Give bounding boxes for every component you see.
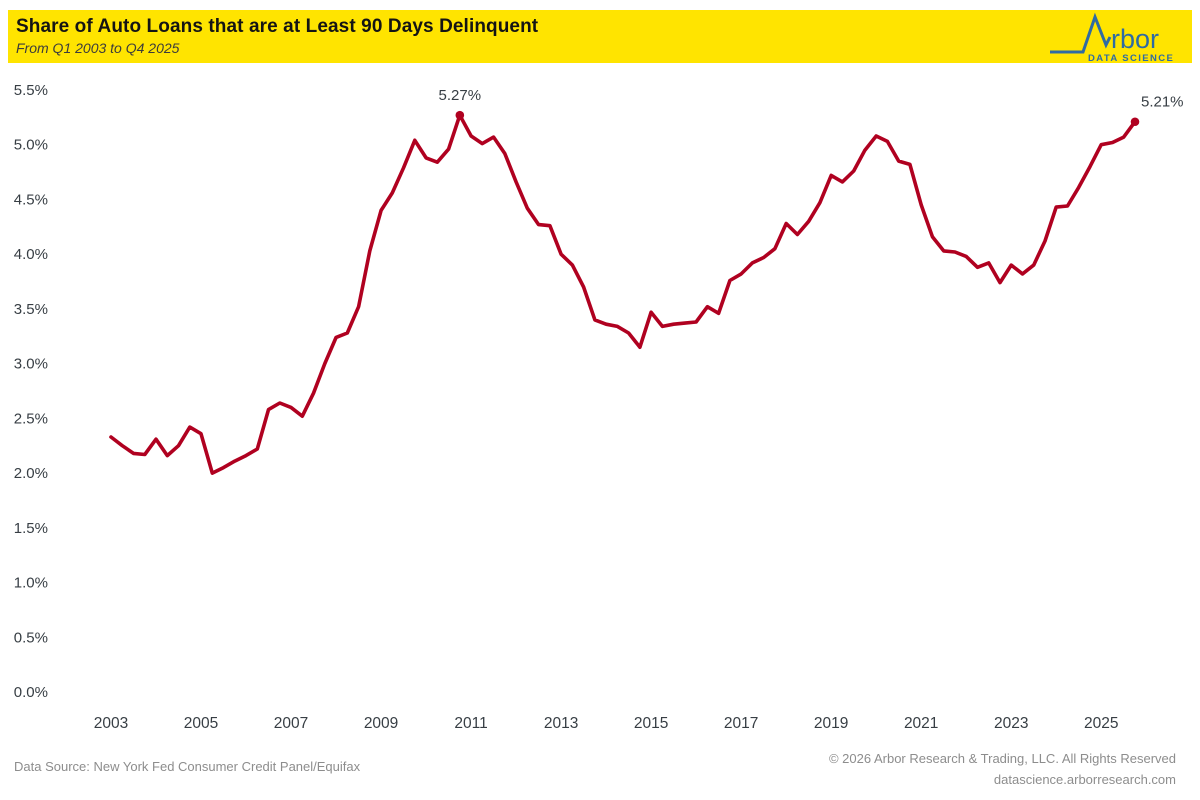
x-axis-tick-label: 2007 bbox=[274, 715, 308, 732]
arbor-logo: rbor DATA SCIENCE bbox=[1050, 12, 1174, 62]
annotation-label: 5.21% bbox=[1141, 94, 1184, 111]
logo-peak-icon bbox=[1050, 12, 1112, 54]
delinquency-line bbox=[109, 113, 1137, 475]
x-axis-tick-label: 2005 bbox=[184, 715, 218, 732]
copyright-note: © 2026 Arbor Research & Trading, LLC. Al… bbox=[828, 751, 1176, 766]
data-point-marker bbox=[455, 110, 465, 120]
x-axis-tick-label: 2009 bbox=[364, 715, 398, 732]
header-band: Share of Auto Loans that are at Least 90… bbox=[8, 10, 1192, 63]
data-point-marker bbox=[1130, 117, 1140, 127]
y-axis-tick-label: 3.5% bbox=[14, 301, 48, 318]
page-subtitle: From Q1 2003 to Q4 2025 bbox=[16, 40, 180, 56]
logo-tagline: DATA SCIENCE bbox=[1088, 53, 1174, 62]
x-axis-tick-label: 2015 bbox=[634, 715, 668, 732]
y-axis-tick-label: 3.0% bbox=[14, 356, 48, 373]
y-axis-tick-label: 0.0% bbox=[14, 684, 48, 701]
y-axis-tick-label: 1.0% bbox=[14, 575, 48, 592]
x-axis-tick-label: 2013 bbox=[544, 715, 578, 732]
x-axis-tick-label: 2011 bbox=[454, 715, 487, 732]
y-axis-tick-label: 1.5% bbox=[14, 520, 48, 537]
y-axis-tick-label: 2.0% bbox=[14, 465, 48, 482]
x-axis-tick-label: 2003 bbox=[94, 715, 128, 732]
y-axis-tick-label: 2.5% bbox=[14, 410, 48, 427]
annotation-label: 5.27% bbox=[439, 87, 482, 104]
y-axis-tick-label: 4.5% bbox=[14, 191, 48, 208]
x-axis-tick-label: 2021 bbox=[904, 715, 938, 732]
y-axis-tick-label: 5.0% bbox=[14, 137, 48, 154]
x-axis-tick-label: 2017 bbox=[724, 715, 758, 732]
footer-right: © 2026 Arbor Research & Trading, LLC. Al… bbox=[829, 748, 1176, 790]
data-source-note: Data Source: New York Fed Consumer Credi… bbox=[14, 759, 361, 774]
x-axis-tick-label: 2019 bbox=[814, 715, 848, 732]
x-axis-tick-label: 2023 bbox=[994, 715, 1028, 732]
y-axis-tick-label: 4.0% bbox=[14, 246, 48, 263]
logo-word: rbor bbox=[1111, 24, 1159, 54]
x-axis-tick-label: 2025 bbox=[1084, 715, 1118, 732]
y-axis-tick-label: 5.5% bbox=[14, 82, 48, 99]
website-note: datascience.arborresearch.com bbox=[993, 772, 1176, 787]
y-axis-tick-label: 0.5% bbox=[14, 629, 48, 646]
page-title: Share of Auto Loans that are at Least 90… bbox=[16, 16, 539, 37]
